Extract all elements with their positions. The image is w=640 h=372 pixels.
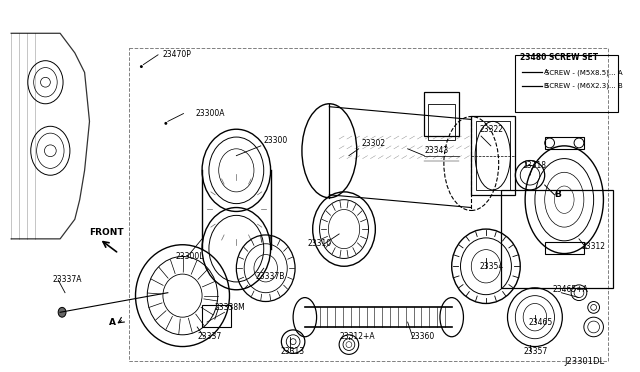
Text: 23354: 23354 [479, 262, 504, 271]
Text: 23465+A: 23465+A [552, 285, 588, 294]
Text: 23302: 23302 [362, 140, 386, 148]
Text: 23357: 23357 [523, 347, 547, 356]
Text: 23318: 23318 [522, 161, 546, 170]
Text: A: A [109, 318, 116, 327]
Wedge shape [525, 161, 535, 166]
Text: SCREW - (M6X2.3)... B: SCREW - (M6X2.3)... B [545, 83, 623, 89]
Bar [515, 55, 618, 112]
Bar [545, 242, 584, 254]
Text: FRONT: FRONT [89, 228, 124, 237]
Text: 23300L: 23300L [175, 252, 204, 261]
Text: 23480 SCREW SET: 23480 SCREW SET [520, 53, 598, 62]
Bar [545, 137, 584, 149]
Ellipse shape [58, 307, 66, 317]
Text: 23343: 23343 [424, 146, 449, 155]
Text: 23312: 23312 [582, 242, 606, 251]
Bar [471, 116, 515, 195]
Text: J23301DL: J23301DL [564, 357, 604, 366]
Text: B: B [544, 83, 548, 89]
Text: 23337A: 23337A [52, 276, 82, 285]
Bar [202, 305, 232, 327]
Bar [424, 92, 458, 136]
Text: 23470P: 23470P [163, 50, 192, 59]
Text: 23360: 23360 [411, 332, 435, 341]
Text: B: B [554, 190, 561, 199]
Text: 23312+A: 23312+A [339, 332, 375, 341]
Text: 23322: 23322 [479, 125, 503, 134]
Text: 23300: 23300 [264, 137, 288, 145]
Text: 23300A: 23300A [195, 109, 225, 118]
Text: 23337B: 23337B [256, 272, 285, 280]
Text: 23313: 23313 [280, 347, 305, 356]
Text: A: A [544, 70, 548, 76]
Text: 23465: 23465 [528, 318, 552, 327]
Text: 23338M: 23338M [215, 303, 246, 312]
Text: 23337: 23337 [197, 332, 221, 341]
Text: 23310: 23310 [308, 239, 332, 248]
Circle shape [164, 122, 167, 125]
Text: SCREW - (M5X8.5)... A: SCREW - (M5X8.5)... A [545, 69, 622, 76]
Circle shape [140, 65, 143, 68]
Bar [428, 104, 454, 140]
Bar [476, 121, 511, 190]
Bar [500, 190, 613, 288]
